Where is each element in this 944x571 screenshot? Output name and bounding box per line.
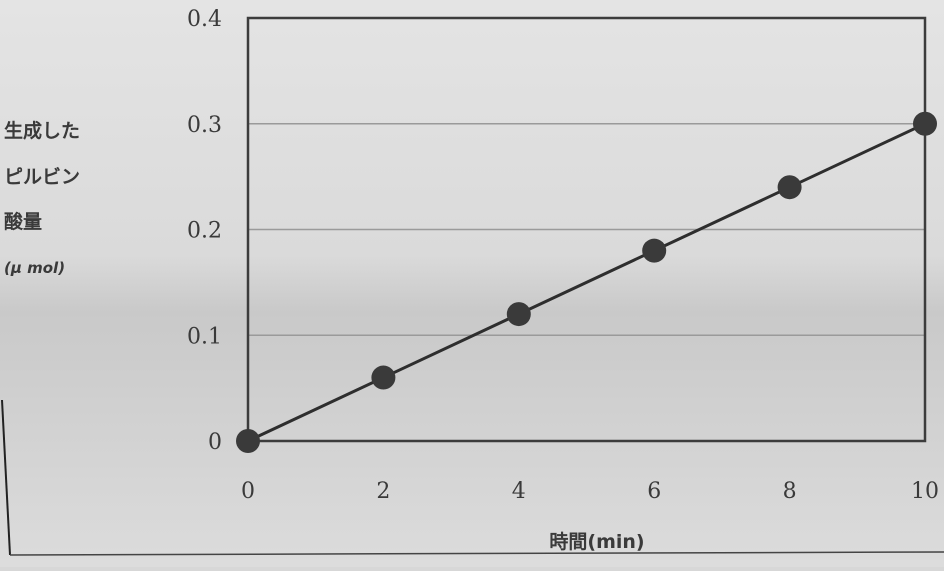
x-axis-label: 時間(min) — [549, 531, 644, 553]
x-tick-labels: 0 2 4 6 8 10 — [241, 479, 939, 504]
x-tick-label-4: 8 — [783, 479, 797, 504]
data-point-4 — [777, 175, 802, 200]
x-tick-label-1: 2 — [376, 479, 390, 504]
y-tick-label-2: 0.2 — [187, 219, 222, 244]
page-edge-left — [1, 399, 11, 556]
grid-lines — [248, 123, 925, 336]
series-group — [236, 111, 937, 453]
data-point-2 — [506, 302, 531, 327]
y-tick-labels: 0 0.1 0.2 0.3 0.4 — [187, 7, 222, 455]
y-axis-label-line-1: ピルビン — [4, 166, 80, 188]
x-tick-label-0: 0 — [241, 479, 255, 504]
x-tick-label-2: 4 — [512, 479, 526, 504]
y-tick-label-0: 0 — [208, 430, 222, 455]
data-point-5 — [913, 111, 937, 136]
plot-frame — [246, 16, 927, 443]
y-axis-label-line-2: 酸量 — [4, 210, 42, 233]
x-tick-label-3: 6 — [647, 479, 661, 504]
data-point-1 — [371, 365, 396, 390]
page-edge-bottom — [9, 551, 944, 556]
data-point-3 — [642, 238, 667, 263]
y-tick-label-1: 0.1 — [187, 324, 222, 349]
x-tick-label-5: 10 — [911, 479, 939, 504]
y-axis-label-line-0: 生成した — [4, 119, 80, 142]
data-point-0 — [236, 429, 260, 453]
y-axis-label-line-3: (μ mol) — [4, 259, 65, 277]
y-tick-label-3: 0.3 — [187, 113, 222, 138]
y-tick-label-4: 0.4 — [187, 7, 222, 32]
series-line-0 — [247, 122, 926, 443]
